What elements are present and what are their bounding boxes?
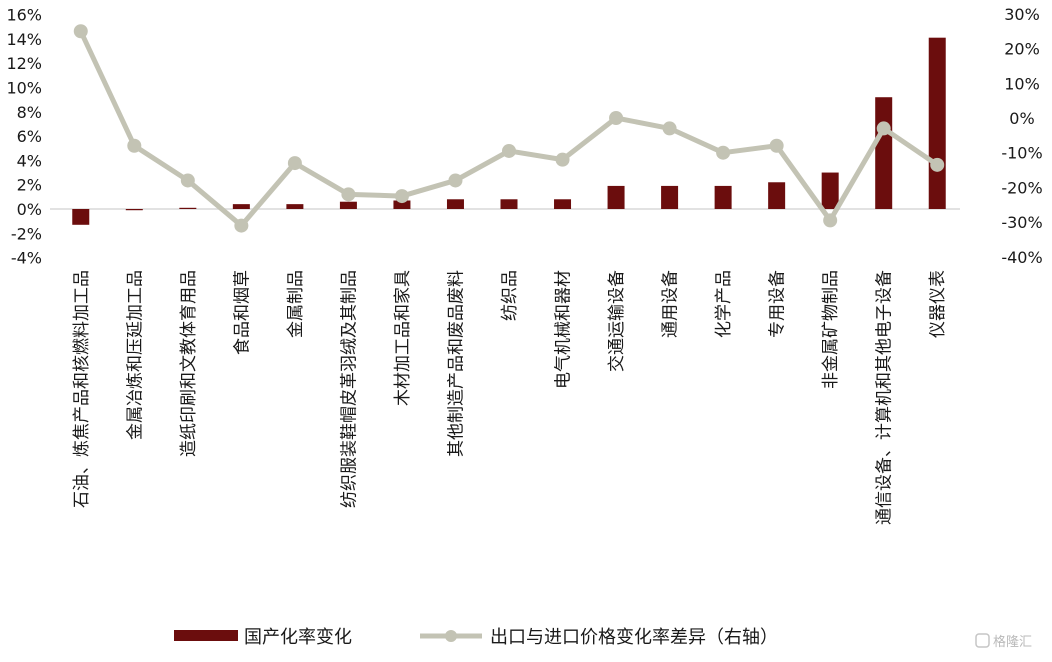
category-label: 专用设备 — [768, 270, 788, 338]
right-tick-label: 0% — [1009, 109, 1034, 128]
category-label: 木材加工品和家具 — [393, 270, 413, 406]
bar — [72, 209, 90, 225]
bar — [928, 37, 946, 210]
category-label: 交通运输设备 — [607, 270, 627, 372]
line-point — [555, 152, 570, 167]
bar — [232, 204, 250, 209]
left-tick-label: -4% — [11, 249, 42, 268]
right-tick-label: -40% — [1001, 248, 1042, 267]
line-point — [609, 111, 624, 125]
bar — [607, 185, 625, 209]
line-point — [448, 173, 463, 188]
category-label: 电气机械和器材 — [554, 270, 574, 389]
category-label: 造纸印刷和文教体育用品 — [179, 270, 199, 457]
category-labels: 石油、炼焦产品和核燃料加工品 金属冶炼和压延加工品 造纸印刷和文教体育用品 食品和烟草… — [72, 270, 948, 525]
right-tick-label: -20% — [1001, 178, 1042, 197]
category-label: 通用设备 — [661, 270, 681, 338]
right-tick-label: 10% — [1004, 74, 1040, 93]
left-tick-label: 2% — [17, 176, 42, 195]
right-tick-label: -10% — [1001, 144, 1042, 163]
line-point — [823, 213, 838, 228]
left-axis: -4% -2% 0% 2% 4% 6% 8% 10% 12% 14% 16% — [6, 6, 42, 268]
line-point — [180, 173, 195, 188]
legend-line-label: 出口与进口价格变化率差异（右轴） — [490, 627, 778, 648]
right-tick-label: 20% — [1004, 40, 1040, 59]
legend-bar-label: 国产化率变化 — [244, 627, 352, 648]
bar — [179, 207, 197, 209]
category-label: 通信设备、计算机和其他电子设备 — [875, 270, 895, 525]
left-tick-label: 6% — [17, 127, 42, 146]
bar — [714, 185, 732, 209]
legend-line-marker — [445, 630, 457, 642]
line-point — [394, 189, 409, 204]
bar — [339, 201, 357, 209]
bar — [554, 199, 572, 209]
right-axis: -40% -30% -20% -10% 0% 10% 20% 30% — [1001, 5, 1042, 267]
bar — [446, 199, 464, 209]
category-label: 石油、炼焦产品和核燃料加工品 — [72, 270, 92, 508]
left-tick-label: 4% — [17, 151, 42, 170]
left-tick-label: 0% — [17, 200, 42, 219]
category-label: 非金属矿物制品 — [821, 270, 841, 389]
left-tick-label: -2% — [11, 224, 42, 243]
bar — [875, 97, 893, 209]
series-line — [78, 30, 939, 229]
left-tick-label: 12% — [6, 54, 42, 73]
left-tick-label: 16% — [6, 6, 42, 25]
line-point — [341, 187, 356, 202]
line-point — [73, 24, 88, 39]
line-point — [502, 143, 516, 158]
line-series — [73, 24, 945, 233]
category-label: 其他制造产品和废品废料 — [446, 270, 466, 457]
legend-bar-swatch — [174, 630, 238, 641]
right-tick-label: 30% — [1004, 5, 1040, 24]
category-label: 金属制品 — [286, 270, 306, 338]
category-label: 纺织品 — [500, 270, 520, 321]
line-point — [287, 156, 302, 171]
line-point — [234, 218, 249, 233]
right-tick-label: -30% — [1001, 213, 1042, 232]
left-tick-label: 8% — [17, 103, 42, 122]
left-tick-label: 10% — [6, 79, 42, 98]
line-point — [930, 157, 945, 172]
bar — [768, 182, 786, 209]
legend: 国产化率变化 出口与进口价格变化率差异（右轴） — [174, 627, 778, 648]
line-point — [127, 138, 142, 153]
bar — [393, 200, 411, 209]
bar-series — [72, 37, 946, 225]
watermark-text: 格隆汇 — [993, 634, 1032, 650]
bar — [821, 172, 839, 209]
bar — [500, 199, 518, 209]
category-label: 仪器仪表 — [928, 270, 948, 338]
left-tick-label: 14% — [6, 30, 42, 49]
watermark-logo-icon — [975, 633, 990, 648]
watermark: 格隆汇 — [975, 633, 1032, 650]
category-label: 化学产品 — [714, 270, 734, 338]
category-label: 金属冶炼和压延加工品 — [125, 270, 145, 440]
bar — [125, 209, 143, 211]
bar — [661, 185, 679, 209]
bar — [286, 204, 304, 209]
line-point — [769, 138, 784, 153]
category-label: 纺织服装鞋帽皮革羽绒及其制品 — [339, 270, 359, 508]
line-point — [662, 121, 677, 136]
category-label: 食品和烟草 — [232, 270, 252, 355]
line-point — [876, 121, 891, 136]
line-point — [716, 145, 731, 160]
